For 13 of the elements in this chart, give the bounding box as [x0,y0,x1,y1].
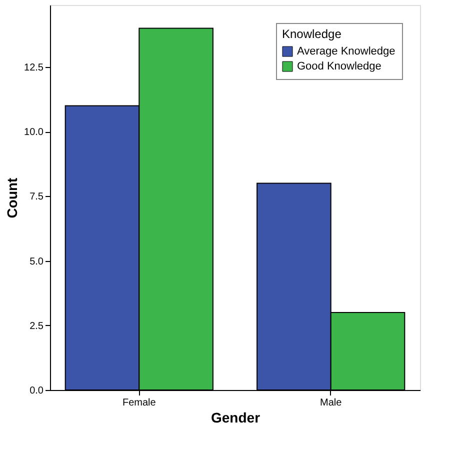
x-axis-title: Gender [210,410,261,426]
x-tick-label: Male [320,398,342,408]
y-tick-label: 5.0 [30,256,44,268]
y-tick-label: 2.5 [30,320,44,332]
legend-label: Good Knowledge [297,60,382,72]
legend-label: Average Knowledge [297,46,396,58]
x-tick-label: Female [122,398,156,408]
y-tick-label: 10.0 [24,127,44,138]
y-axis-title: Count [4,177,20,218]
y-tick-label: 12.5 [24,62,44,74]
y-tick-label: 0.0 [30,386,44,396]
y-tick-label: 7.5 [30,192,44,203]
legend-title: Knowledge [282,27,342,41]
